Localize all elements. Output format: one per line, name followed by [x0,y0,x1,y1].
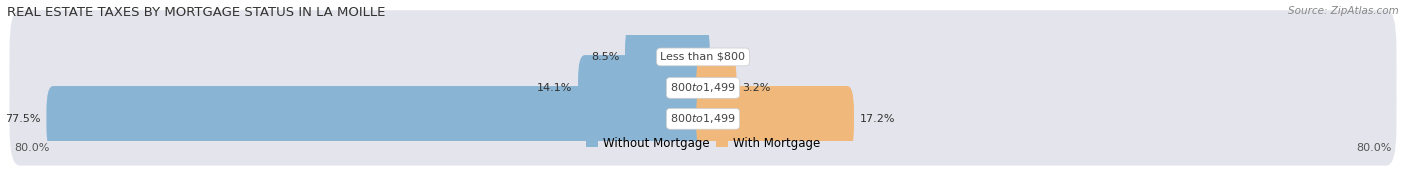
FancyBboxPatch shape [46,86,710,152]
Text: Less than $800: Less than $800 [661,52,745,62]
Text: REAL ESTATE TAXES BY MORTGAGE STATUS IN LA MOILLE: REAL ESTATE TAXES BY MORTGAGE STATUS IN … [7,6,385,19]
Text: 14.1%: 14.1% [537,83,572,93]
FancyBboxPatch shape [578,55,710,121]
Text: 8.5%: 8.5% [591,52,619,62]
Text: $800 to $1,499: $800 to $1,499 [671,81,735,94]
Text: 77.5%: 77.5% [6,114,41,124]
FancyBboxPatch shape [626,24,710,90]
Text: 0.0%: 0.0% [716,52,744,62]
FancyBboxPatch shape [696,55,737,121]
FancyBboxPatch shape [696,86,853,152]
Legend: Without Mortgage, With Mortgage: Without Mortgage, With Mortgage [581,132,825,154]
Text: 17.2%: 17.2% [860,114,896,124]
FancyBboxPatch shape [10,41,1396,135]
Text: Source: ZipAtlas.com: Source: ZipAtlas.com [1288,6,1399,16]
Text: 3.2%: 3.2% [742,83,770,93]
FancyBboxPatch shape [10,72,1396,166]
Text: $800 to $1,499: $800 to $1,499 [671,112,735,125]
FancyBboxPatch shape [10,10,1396,104]
